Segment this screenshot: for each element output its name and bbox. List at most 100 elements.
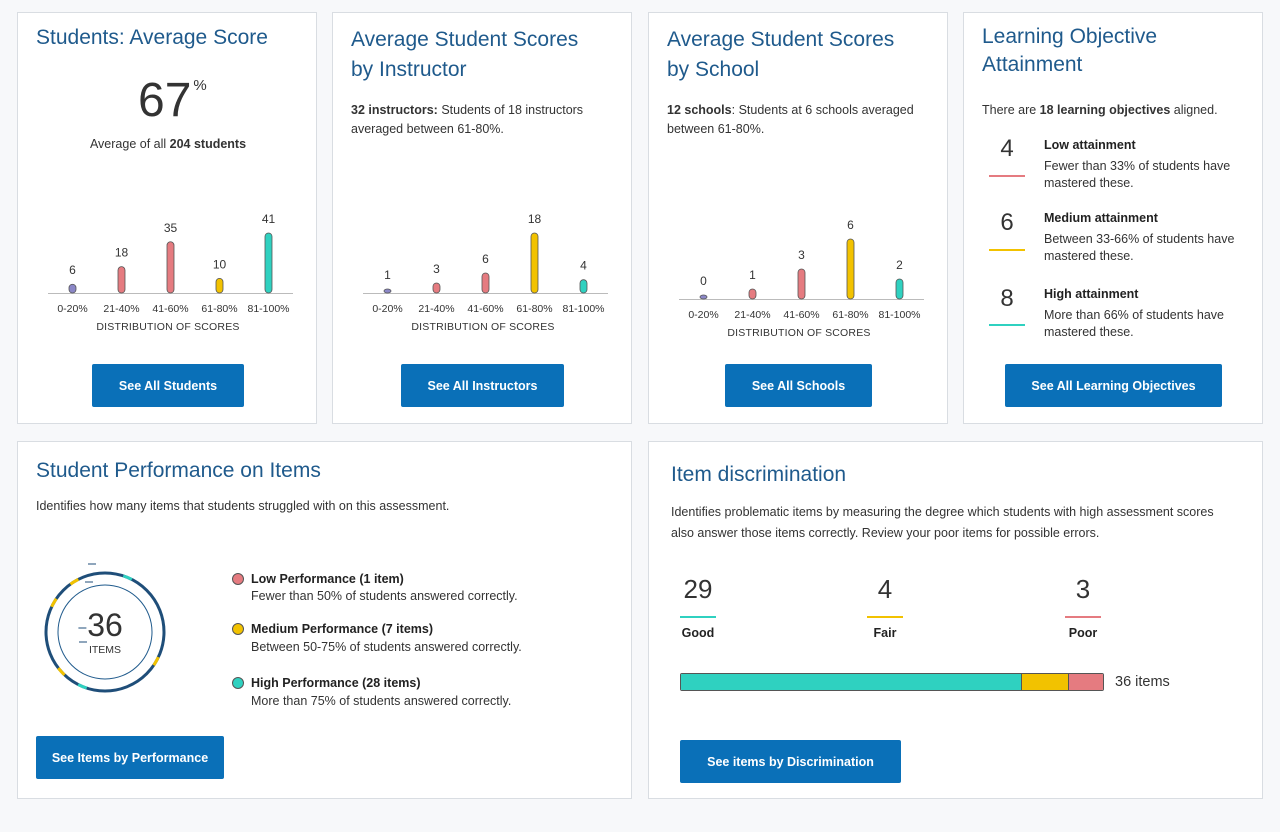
desc-bold: 12 schools [667, 103, 732, 117]
high-performance-dot [232, 677, 244, 689]
desc-line-2: also answer those items correctly. Revie… [671, 526, 1100, 540]
category-label: 81-100% [878, 309, 920, 321]
subtitle-student-count: 204 students [169, 137, 247, 151]
medium-attainment-heading: Medium attainment [1044, 211, 1158, 225]
category-label: 0-20% [372, 303, 402, 315]
donut-label: ITEMS [88, 644, 122, 656]
see-all-schools-button[interactable]: See All Schools [725, 364, 872, 407]
category-label: 61-80% [832, 309, 868, 321]
card-title: Students: Average Score [36, 26, 268, 49]
card-title: Learning Objective Attainment [982, 23, 1157, 79]
category-label: 41-60% [467, 303, 503, 315]
score-distribution-chart: 6 0-20% 18 21-40% 35 41-60% 10 61-80% 41 81-100% [48, 212, 293, 315]
good-line [680, 616, 716, 618]
chart-bar [846, 238, 855, 300]
medium-performance-dot [232, 623, 244, 635]
title-line-1: Average Student Scores [351, 28, 579, 51]
average-subtitle: Average of all 204 students [18, 135, 318, 154]
chart-bar [215, 277, 224, 294]
chart-bar [699, 294, 708, 300]
desc-rest: Students of 18 instructors averaged betw… [351, 103, 584, 136]
category-label: 61-80% [201, 303, 237, 315]
low-attainment-text: Fewer than 33% of students have mastered… [1044, 159, 1231, 190]
chart-axis-label: DISTRIBUTION OF SCORES [411, 321, 555, 333]
fair-count: 4 [877, 574, 893, 604]
desc-bold: 18 learning objectives [1039, 103, 1171, 117]
low-performance-text: Fewer than 50% of students answered corr… [251, 589, 518, 603]
card-title: Average Student Scores by Instructor [351, 25, 578, 85]
category-label: 0-20% [57, 303, 87, 315]
instructor-scores-card: Average Student Scores by Instructor 32 … [332, 12, 632, 424]
card-title: Average Student Scores by School [667, 25, 894, 85]
high-attainment-count: 8 [1000, 285, 1014, 312]
fair-label: Fair [873, 626, 897, 640]
school-description: 12 schools: Students at 6 schools averag… [667, 101, 927, 139]
discrimination-bar-label: 36 items [1115, 674, 1170, 690]
bar-value-label: 0 [700, 274, 707, 288]
high-attainment-line [989, 324, 1025, 326]
see-all-students-button[interactable]: See All Students [92, 364, 244, 407]
good-count: 29 [683, 574, 713, 604]
desc-suffix: aligned. [1170, 103, 1218, 117]
category-label: 41-60% [783, 309, 819, 321]
title-line-2: Attainment [982, 53, 1083, 76]
title-line-1: Learning Objective [982, 25, 1158, 48]
chart-bar [383, 288, 392, 294]
card-title: Student Performance on Items [36, 459, 321, 482]
chart-bar [166, 241, 175, 294]
see-all-learning-objectives-button[interactable]: See All Learning Objectives [1005, 364, 1222, 407]
title-line-1: Average Student Scores [667, 28, 895, 51]
high-attainment-heading: High attainment [1044, 287, 1139, 301]
poor-count: 3 [1075, 574, 1091, 604]
average-score-number: 67 [138, 74, 192, 127]
students-average-score-card: Students: Average Score 67% Average of a… [17, 12, 317, 424]
bar-value-label: 3 [433, 262, 440, 276]
donut-total: 36 [87, 607, 123, 643]
chart-bar [579, 279, 588, 294]
medium-performance-text: Between 50-75% of students answered corr… [251, 640, 522, 654]
average-score-value: 67% [138, 73, 207, 128]
see-items-by-performance-button[interactable]: See Items by Performance [36, 736, 224, 779]
low-attainment-line [989, 175, 1025, 177]
see-items-by-discrimination-button[interactable]: See items by Discrimination [680, 740, 901, 783]
bar-value-label: 4 [580, 259, 587, 273]
bar-value-label: 35 [164, 221, 178, 235]
chart-axis-label: DISTRIBUTION OF SCORES [727, 327, 871, 339]
fair-segment [1020, 674, 1068, 690]
chart-bar [481, 272, 490, 294]
desc-line-1: Identifies problematic items by measurin… [671, 505, 1214, 519]
medium-attainment-count: 6 [1000, 209, 1014, 236]
chart-bar [748, 288, 757, 300]
medium-attainment-text: Between 33-66% of students have mastered… [1044, 232, 1235, 263]
category-label: 41-60% [152, 303, 188, 315]
bar-value-label: 6 [482, 252, 489, 266]
fair-line [867, 616, 903, 618]
student-performance-card: Student Performance on Items Identifies … [17, 441, 632, 799]
category-label: 0-20% [688, 309, 718, 321]
title-line-2: by School [667, 58, 760, 81]
bar-value-label: 10 [213, 257, 227, 271]
low-performance-heading: Low Performance (1 item) [251, 572, 404, 586]
desc-prefix: There are [982, 103, 1040, 117]
learning-objective-card: Learning Objective Attainment There are … [963, 12, 1263, 424]
bar-value-label: 41 [262, 212, 276, 226]
category-label: 81-100% [562, 303, 604, 315]
performance-description: Identifies how many items that students … [36, 499, 450, 513]
donut-inner-ring [57, 584, 153, 680]
discrimination-description: Identifies problematic items by measurin… [671, 502, 1214, 544]
low-attainment-heading: Low attainment [1044, 138, 1136, 152]
see-all-instructors-button[interactable]: See All Instructors [401, 364, 564, 407]
percent-sign: % [193, 77, 207, 94]
category-label: 21-40% [103, 303, 139, 315]
bar-value-label: 18 [528, 212, 542, 226]
bar-value-label: 6 [847, 218, 854, 232]
low-attainment-count: 4 [1000, 135, 1014, 162]
poor-label: Poor [1068, 626, 1098, 640]
instructor-description: 32 instructors: Students of 18 instructo… [351, 101, 611, 139]
desc-rest: : Students at 6 schools averaged between… [667, 103, 914, 136]
bar-value-label: 6 [69, 263, 76, 277]
title-line-2: by Instructor [351, 58, 467, 81]
bar-value-label: 1 [384, 268, 391, 282]
chart-axis-label: DISTRIBUTION OF SCORES [96, 321, 240, 333]
high-performance-text: More than 75% of students answered corre… [251, 694, 512, 708]
